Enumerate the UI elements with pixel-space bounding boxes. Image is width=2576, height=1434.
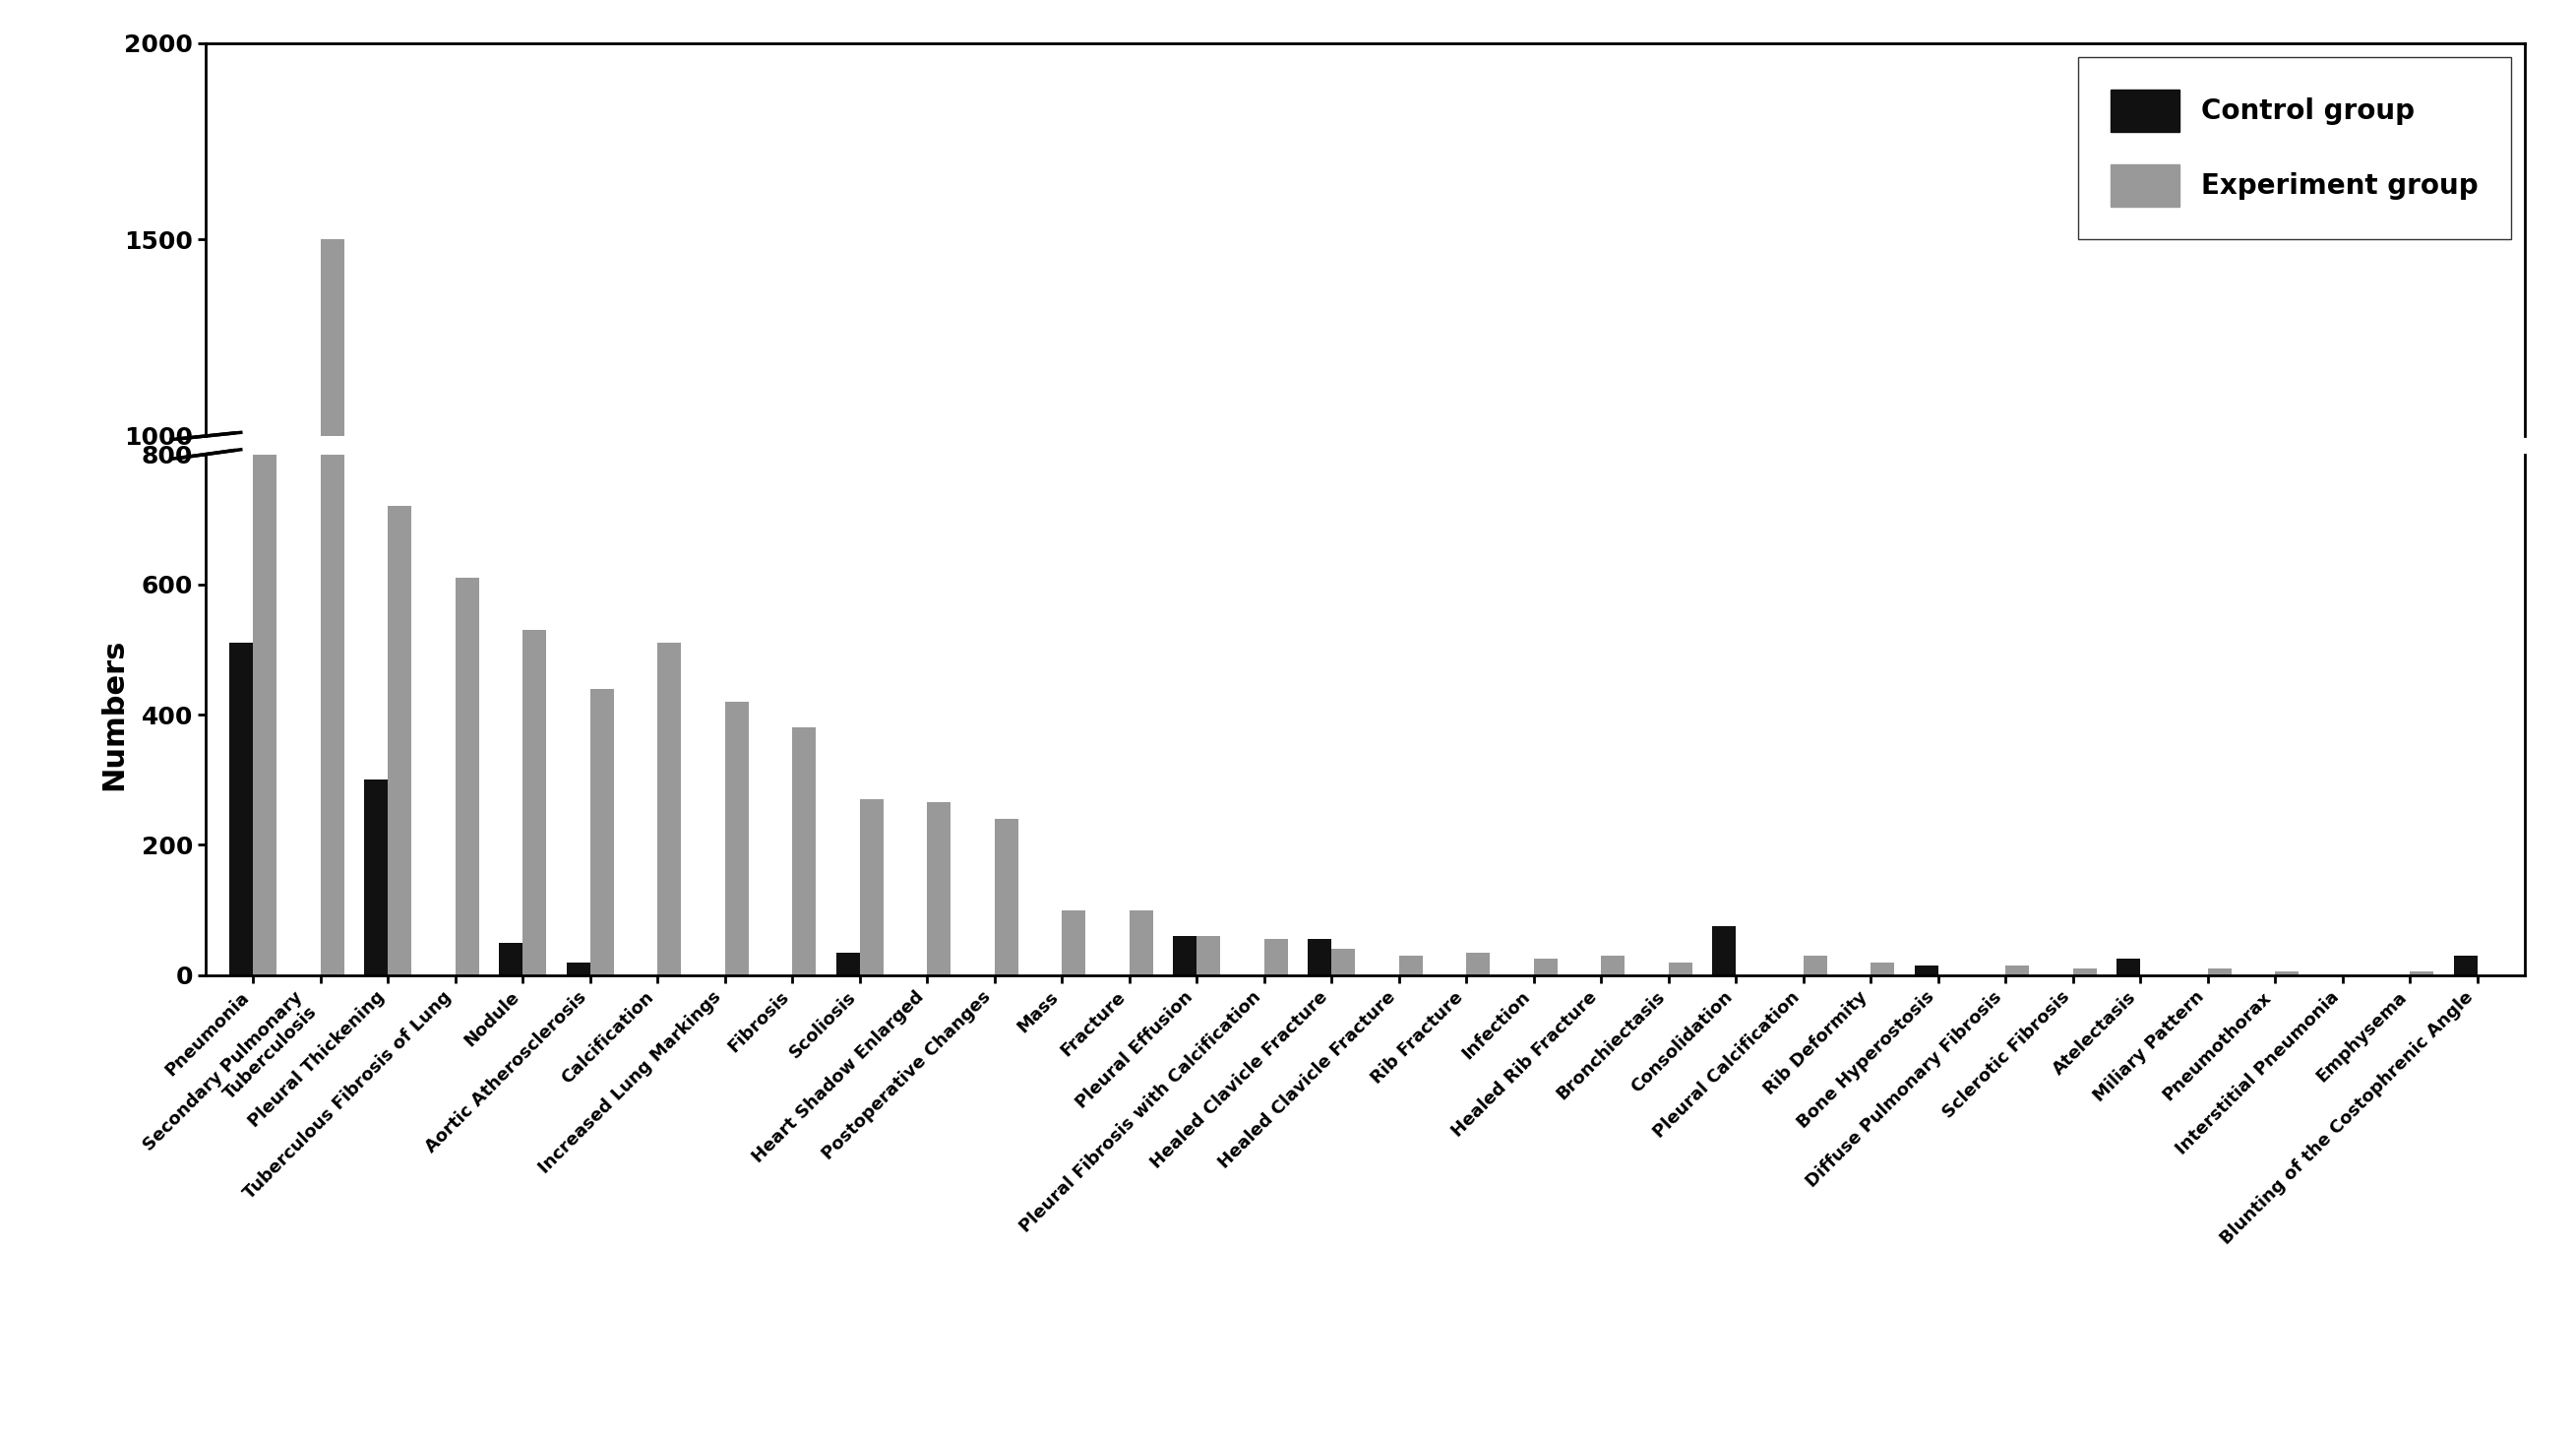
Bar <box>523 630 546 975</box>
Bar <box>1332 813 1355 829</box>
Bar <box>1870 962 1893 975</box>
Bar <box>500 809 523 829</box>
Bar <box>1533 819 1558 829</box>
Bar <box>793 727 817 975</box>
Bar <box>994 734 1018 829</box>
Bar <box>1914 823 1937 829</box>
Bar <box>1533 959 1558 975</box>
Bar <box>1309 807 1332 829</box>
Bar <box>2455 955 2478 975</box>
Bar <box>1399 955 1422 975</box>
Bar <box>1713 926 1736 975</box>
Bar <box>456 589 479 829</box>
Bar <box>1713 799 1736 829</box>
Bar <box>1803 817 1826 829</box>
Bar <box>1198 936 1221 975</box>
Bar <box>319 0 345 975</box>
Bar <box>2007 965 2030 975</box>
Bar <box>1061 911 1084 975</box>
Bar <box>2208 825 2231 829</box>
Bar <box>927 724 951 829</box>
Bar <box>724 664 750 829</box>
Bar <box>567 822 590 829</box>
Bar <box>1399 817 1422 829</box>
Bar <box>2411 972 2434 975</box>
Bar <box>1669 822 1692 829</box>
Bar <box>2455 817 2478 829</box>
Bar <box>1466 815 1489 829</box>
Bar <box>657 642 680 975</box>
Bar <box>860 723 884 829</box>
Bar <box>500 942 523 975</box>
Bar <box>1061 790 1084 829</box>
Bar <box>2275 972 2298 975</box>
Bar <box>927 803 951 975</box>
Bar <box>252 515 276 829</box>
Bar <box>1172 806 1198 829</box>
Legend: Control group, Experiment group: Control group, Experiment group <box>2079 57 2512 239</box>
Bar <box>2208 968 2231 975</box>
Bar <box>1466 952 1489 975</box>
Bar <box>1332 949 1355 975</box>
Y-axis label: Numbers: Numbers <box>100 638 129 790</box>
Bar <box>567 962 590 975</box>
Bar <box>389 546 412 829</box>
Bar <box>1172 936 1198 975</box>
Bar <box>2074 825 2097 829</box>
Bar <box>1914 965 1937 975</box>
Bar <box>994 819 1018 975</box>
Bar <box>229 628 252 829</box>
Bar <box>1309 939 1332 975</box>
Bar <box>363 780 389 975</box>
Bar <box>2117 819 2141 829</box>
Bar <box>2117 959 2141 975</box>
Bar <box>456 578 479 975</box>
Bar <box>657 628 680 829</box>
Bar <box>1803 955 1826 975</box>
Bar <box>724 701 750 975</box>
Bar <box>1870 822 1893 829</box>
Bar <box>590 688 613 975</box>
Bar <box>860 799 884 975</box>
Bar <box>363 711 389 829</box>
Bar <box>1602 955 1625 975</box>
Bar <box>1265 939 1288 975</box>
Bar <box>837 952 860 975</box>
Bar <box>793 680 817 829</box>
Bar <box>2411 827 2434 829</box>
Bar <box>2074 968 2097 975</box>
Bar <box>590 655 613 829</box>
Bar <box>1602 817 1625 829</box>
Bar <box>389 506 412 975</box>
Bar <box>1669 962 1692 975</box>
Bar <box>2007 823 2030 829</box>
Bar <box>1198 806 1221 829</box>
Bar <box>2275 827 2298 829</box>
Bar <box>837 815 860 829</box>
Bar <box>252 455 276 975</box>
Bar <box>229 642 252 975</box>
Bar <box>319 239 345 829</box>
Bar <box>1128 790 1154 829</box>
Bar <box>1128 911 1154 975</box>
Bar <box>1265 807 1288 829</box>
Bar <box>523 621 546 829</box>
